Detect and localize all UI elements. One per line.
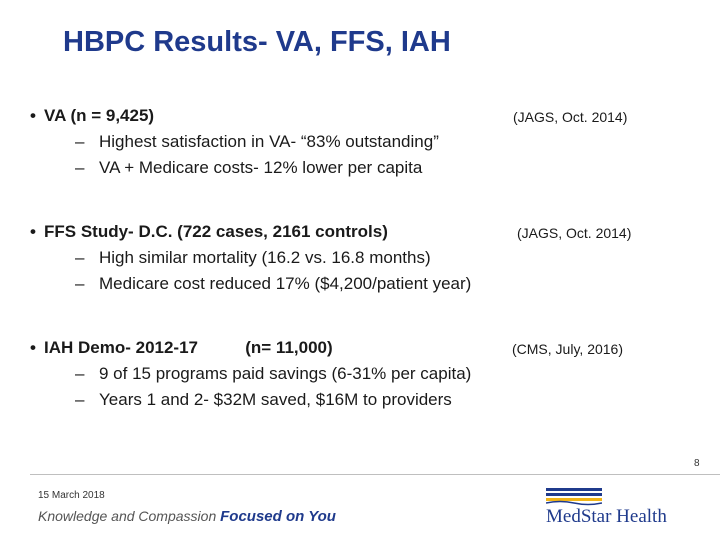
citation: (JAGS, Oct. 2014)	[513, 109, 628, 125]
sub-text: Years 1 and 2- $32M saved, $16M to provi…	[99, 390, 452, 409]
bullet-dot: •	[30, 222, 36, 241]
dash: –	[75, 248, 85, 267]
dash: –	[75, 132, 85, 151]
dash: –	[75, 158, 85, 177]
footer-divider	[30, 474, 720, 475]
sub-bullet: – High similar mortality (16.2 vs. 16.8 m…	[75, 248, 431, 268]
tagline-strong: Focused on You	[220, 508, 336, 525]
sub-bullet: – VA + Medicare costs- 12% lower per capi…	[75, 158, 422, 178]
sub-text: High similar mortality (16.2 vs. 16.8 mo…	[99, 248, 431, 267]
sub-text: Highest satisfaction in VA- “83% outstan…	[99, 132, 439, 151]
bullet-iah: • IAH Demo- 2012-17 (n= 11,000)	[30, 338, 333, 358]
dash: –	[75, 274, 85, 293]
dash: –	[75, 390, 85, 409]
sub-text: VA + Medicare costs- 12% lower per capit…	[99, 158, 423, 177]
bullet-text: FFS Study- D.C. (722 cases, 2161 control…	[44, 222, 388, 241]
bullet-va: • VA (n = 9,425)	[30, 106, 155, 126]
page-title: HBPC Results- VA, FFS, IAH	[63, 26, 451, 58]
bullet-dot: •	[30, 338, 36, 357]
sub-text: Medicare cost reduced 17% ($4,200/patien…	[99, 274, 472, 293]
sub-bullet: – Highest satisfaction in VA- “83% outsta…	[75, 132, 439, 152]
footer-date: 15 March 2018	[38, 490, 105, 501]
footer-tagline: Knowledge and Compassion Focused on You	[38, 508, 336, 525]
medstar-wave-logo-icon	[546, 488, 602, 506]
bullet-dot: •	[30, 106, 36, 125]
logo-text: MedStar Health	[546, 506, 667, 527]
page-number: 8	[694, 458, 700, 469]
dash: –	[75, 364, 85, 383]
sub-bullet: – Medicare cost reduced 17% ($4,200/patie…	[75, 274, 471, 294]
sub-bullet: –9 of 15 programs paid savings (6-31% pe…	[75, 364, 471, 384]
citation: (JAGS, Oct. 2014)	[517, 225, 632, 241]
bullet-text: IAH Demo- 2012-17 (n= 11,000)	[44, 338, 333, 357]
bullet-ffs: • FFS Study- D.C. (722 cases, 2161 contr…	[30, 222, 388, 242]
tagline-light: Knowledge and Compassion	[38, 508, 217, 524]
bullet-text: VA (n = 9,425)	[44, 106, 155, 125]
sub-bullet: – Years 1 and 2- $32M saved, $16M to prov…	[75, 390, 452, 410]
citation: (CMS, July, 2016)	[512, 341, 623, 357]
sub-text: 9 of 15 programs paid savings (6-31% per…	[99, 364, 472, 383]
